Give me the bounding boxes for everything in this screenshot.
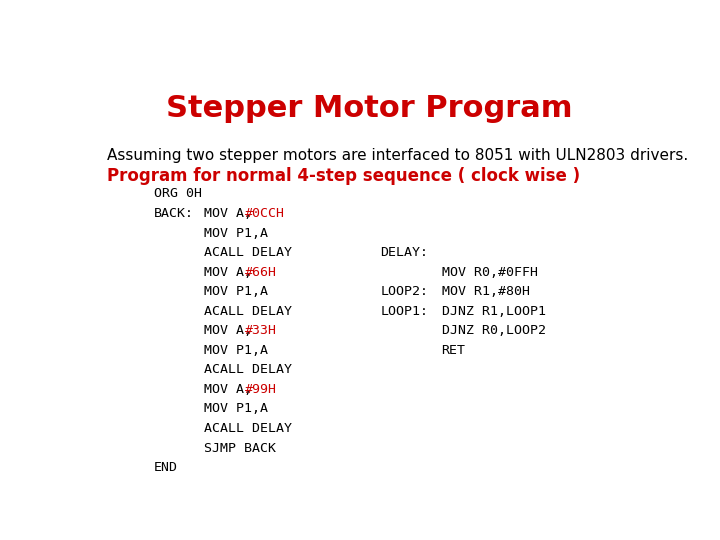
Text: ACALL DELAY: ACALL DELAY: [204, 305, 292, 318]
Text: SJMP BACK: SJMP BACK: [204, 442, 276, 455]
Text: #99H: #99H: [245, 383, 277, 396]
Text: MOV A,: MOV A,: [204, 207, 253, 220]
Text: Assuming two stepper motors are interfaced to 8051 with ULN2803 drivers.: Assuming two stepper motors are interfac…: [107, 148, 688, 163]
Text: DJNZ R0,LOOP2: DJNZ R0,LOOP2: [441, 324, 546, 338]
Text: ACALL DELAY: ACALL DELAY: [204, 363, 292, 376]
Text: DJNZ R1,LOOP1: DJNZ R1,LOOP1: [441, 305, 546, 318]
Text: LOOP2:: LOOP2:: [380, 285, 428, 298]
Text: #33H: #33H: [245, 324, 277, 338]
Text: BACK:: BACK:: [154, 207, 194, 220]
Text: MOV P1,A: MOV P1,A: [204, 402, 269, 415]
Text: MOV R1,#80H: MOV R1,#80H: [441, 285, 529, 298]
Text: ACALL DELAY: ACALL DELAY: [204, 246, 292, 259]
Text: MOV P1,A: MOV P1,A: [204, 227, 269, 240]
Text: ACALL DELAY: ACALL DELAY: [204, 422, 292, 435]
Text: Stepper Motor Program: Stepper Motor Program: [166, 94, 572, 123]
Text: ORG 0H: ORG 0H: [154, 187, 202, 200]
Text: DELAY:: DELAY:: [380, 246, 428, 259]
Text: LOOP1:: LOOP1:: [380, 305, 428, 318]
Text: #66H: #66H: [245, 266, 277, 279]
Text: RET: RET: [441, 344, 466, 357]
Text: MOV P1,A: MOV P1,A: [204, 285, 269, 298]
Text: MOV A,: MOV A,: [204, 324, 253, 338]
Text: MOV A,: MOV A,: [204, 383, 253, 396]
Text: Program for normal 4-step sequence ( clock wise ): Program for normal 4-step sequence ( clo…: [107, 167, 580, 185]
Text: MOV P1,A: MOV P1,A: [204, 344, 269, 357]
Text: MOV A,: MOV A,: [204, 266, 253, 279]
Text: MOV R0,#0FFH: MOV R0,#0FFH: [441, 266, 538, 279]
Text: END: END: [154, 461, 178, 474]
Text: #0CCH: #0CCH: [245, 207, 285, 220]
